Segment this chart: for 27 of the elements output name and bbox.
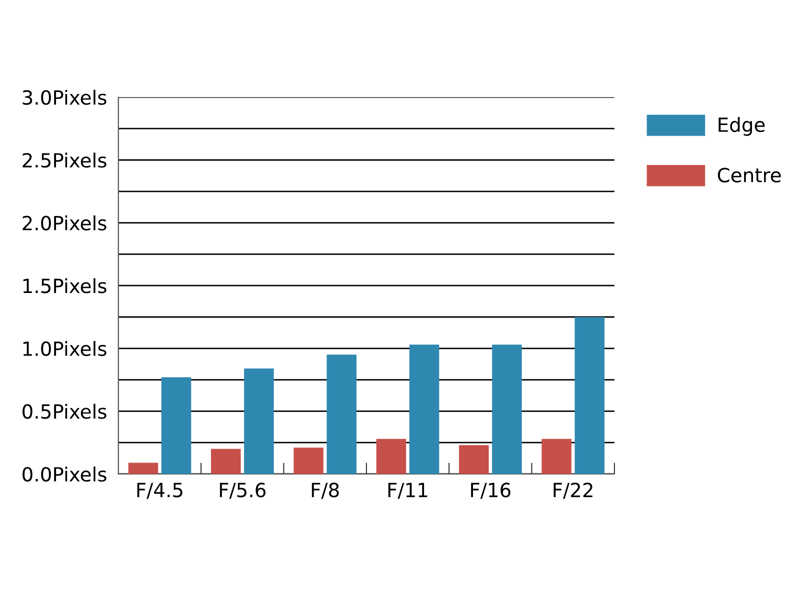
y-tick-label: 1.5Pixels (23, 278, 106, 294)
x-tick-label: F/22 (554, 482, 592, 499)
legend-label: Centre (718, 168, 781, 182)
y-tick-label: 0.5Pixels (22, 404, 106, 419)
bar (409, 344, 440, 474)
bar (542, 438, 572, 474)
bar (128, 462, 158, 474)
x-tick-label: F/4.5 (137, 482, 182, 499)
bar (458, 445, 489, 474)
bar (326, 354, 356, 474)
y-tick-label: 2.5Pixels (22, 152, 106, 168)
y-tick-label: 0.0Pixels (22, 466, 106, 482)
x-tick-label: F/5.6 (220, 482, 266, 499)
bar (574, 317, 604, 474)
x-tick-label: F/8 (312, 482, 339, 499)
bar (376, 438, 406, 474)
legend-label: Edge (718, 117, 765, 136)
y-tick-label: 2.0Pixels (22, 215, 106, 230)
bar (244, 368, 274, 474)
bar (210, 448, 241, 474)
x-tick-label: F/16 (471, 482, 510, 499)
bar (492, 344, 522, 474)
bar (294, 448, 324, 474)
y-tick-label: 1.0Pixels (23, 341, 106, 356)
y-tick-label: 3.0Pixels (22, 90, 106, 105)
x-tick-label: F/11 (388, 482, 428, 499)
bar (161, 377, 192, 474)
